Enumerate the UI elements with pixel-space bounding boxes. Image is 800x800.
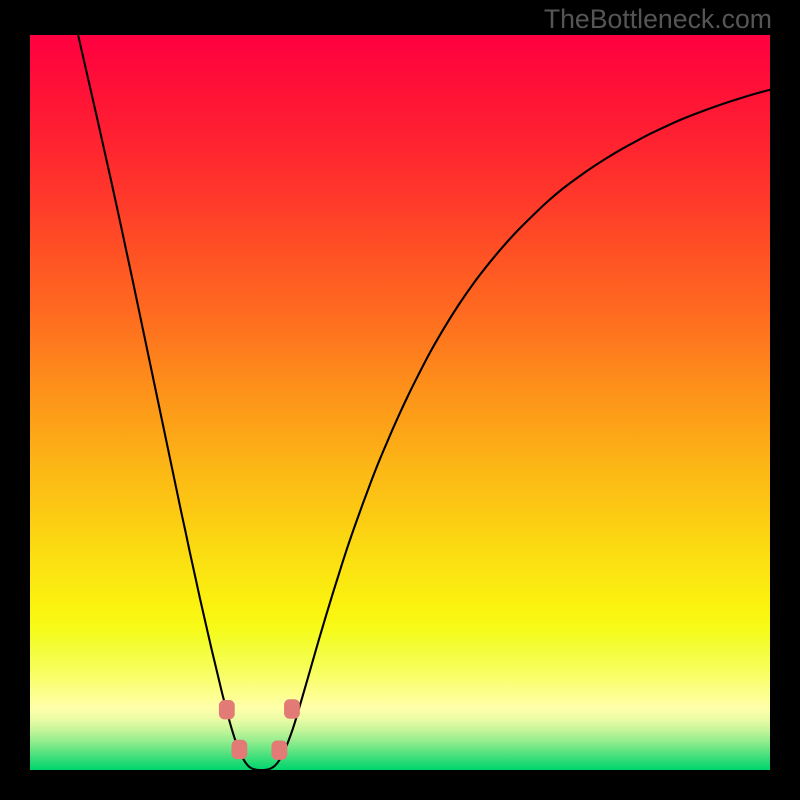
curve-marker — [272, 741, 287, 759]
curve-marker — [219, 701, 234, 719]
curve-marker — [285, 700, 300, 718]
curve-marker — [232, 740, 247, 758]
chart-background — [30, 35, 770, 770]
watermark-label: TheBottleneck.com — [544, 4, 772, 35]
chart-svg — [30, 35, 770, 770]
chart-plot-area — [30, 35, 770, 770]
